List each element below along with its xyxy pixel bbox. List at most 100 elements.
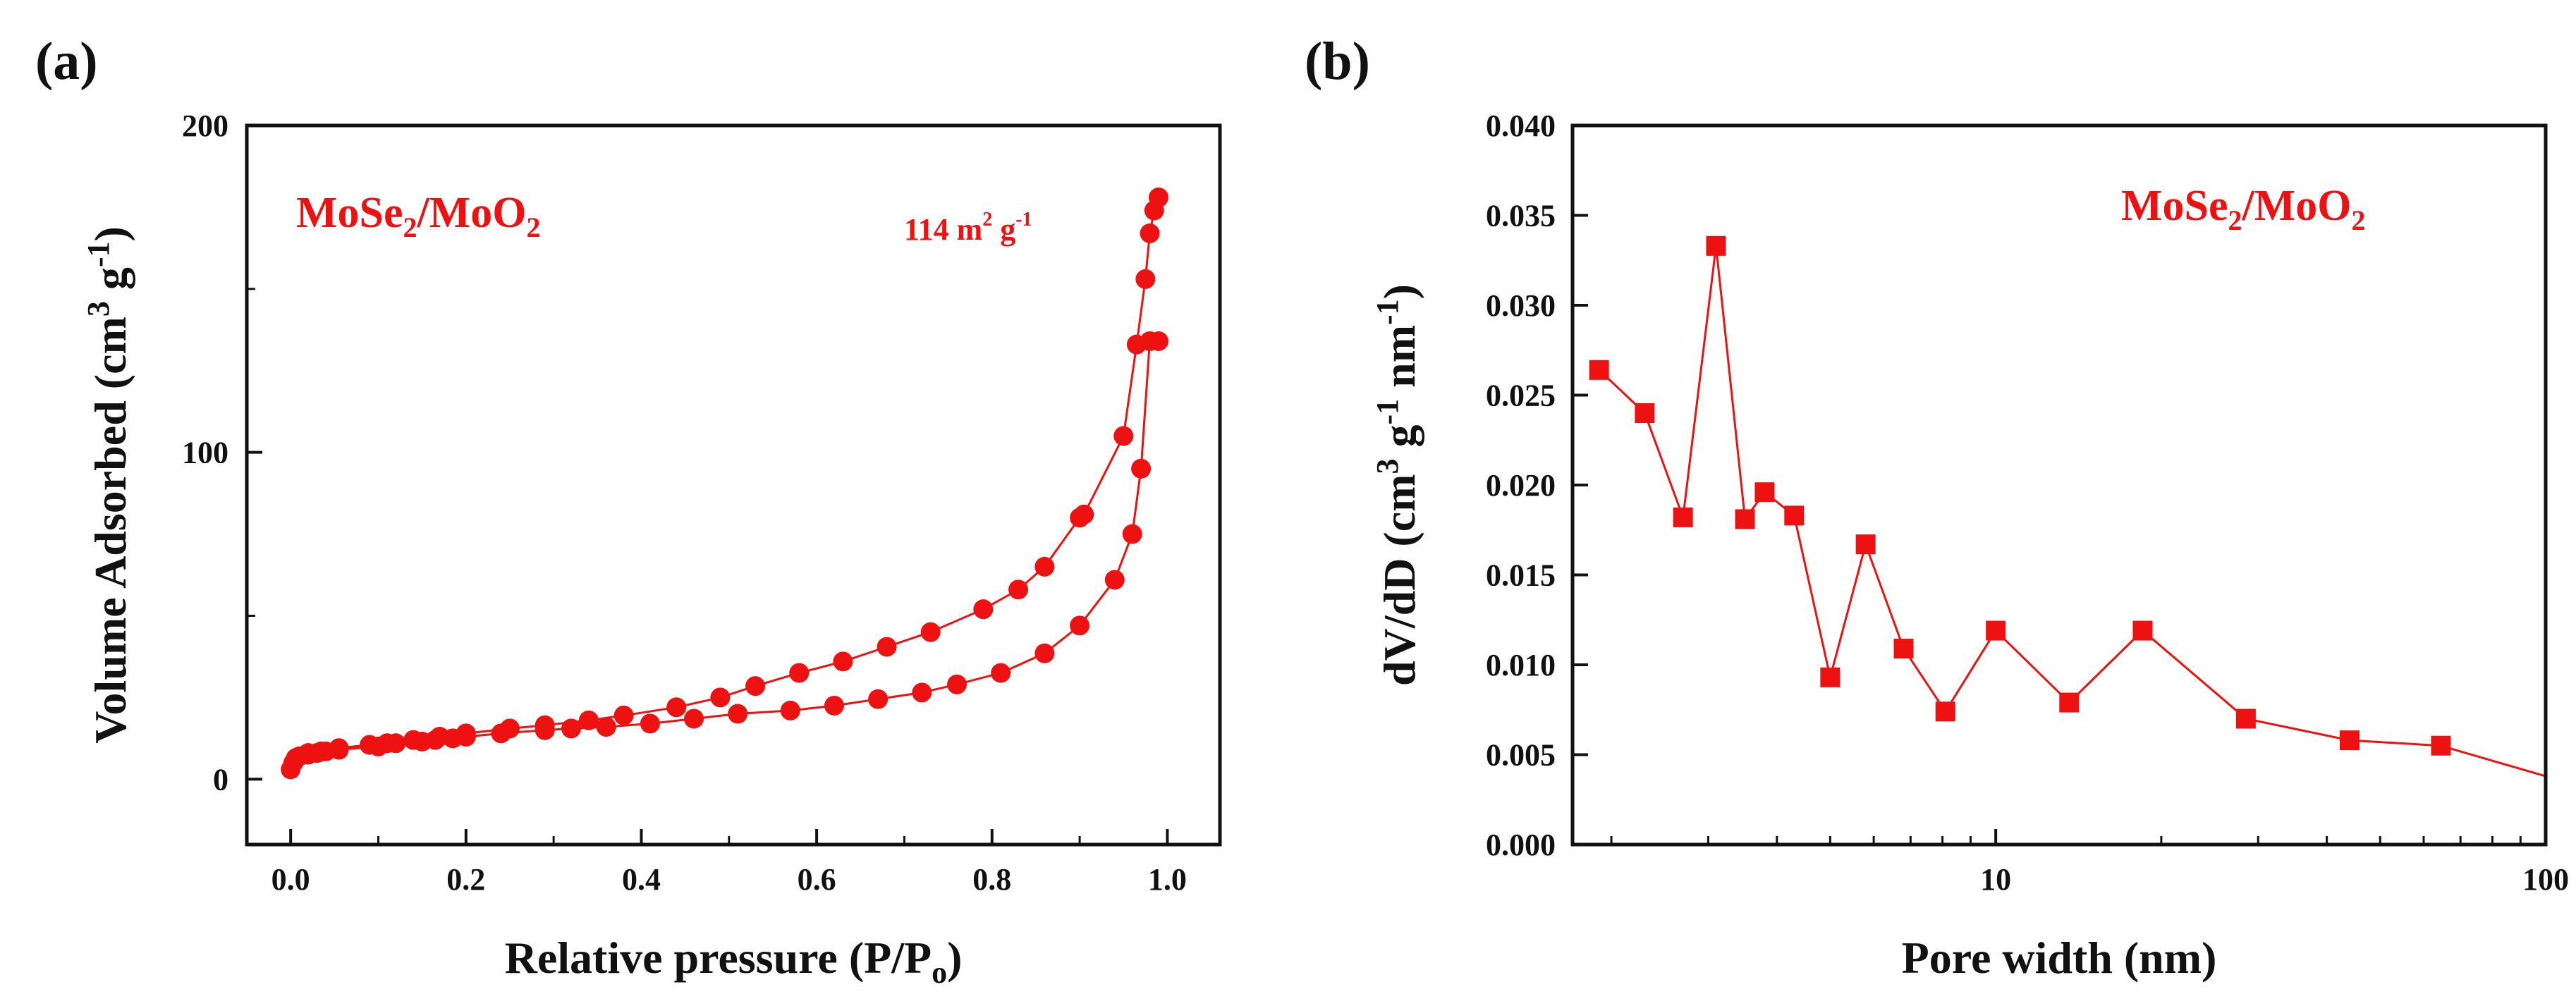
panel-a-series-1-point (877, 637, 897, 657)
panel-a-surface-area-annotation: 114 m2 g-1 (904, 209, 1032, 247)
panel-b-y-tick-label: 0.005 (1486, 738, 1556, 773)
panel-a-plot-frame (245, 123, 1222, 847)
panel-a-series-0-point (1122, 524, 1142, 544)
panel-b-x-tick-label: 100 (2522, 862, 2569, 897)
panel-a-data-marks (281, 188, 1168, 780)
panel-a-series-0-point (947, 674, 967, 694)
panel-b-y-tick-label: 0.015 (1486, 558, 1556, 593)
panel-a-series-1-point (360, 735, 380, 755)
panel-a-series-0-point (868, 689, 889, 709)
panel-a-series-1-point (920, 622, 941, 642)
panel-a-series-1-point (973, 599, 994, 620)
panel-a-x-tick-label: 0.0 (271, 862, 310, 897)
panel-a-series-1-point (298, 743, 319, 763)
panel-a-series-1-point (789, 663, 810, 683)
panel-a-series-1-point (499, 718, 520, 739)
panel-b-series-point (2235, 709, 2256, 729)
panel-b-series-point (1673, 507, 1693, 527)
panel-a-series-1-point (1144, 200, 1164, 221)
panel-a-axes: 0 100 200 0.0 0.2 0.4 0.6 0.8 1.0 (182, 109, 1187, 897)
panel-b-y-tick-label: 0.025 (1486, 379, 1556, 413)
panel-b-series-point (1735, 509, 1755, 529)
panel-a-series-1-point (1126, 334, 1147, 355)
panel-a-series-0-point (780, 700, 800, 720)
panel-b-label: (b) (1305, 32, 1370, 91)
panel-a-series-1-point (1140, 223, 1160, 243)
panel-b-y-tick-label: 0.010 (1486, 648, 1556, 682)
panel-a-series-1-point (614, 705, 634, 725)
panel-b-series-point (1855, 534, 1876, 555)
panel-b-data-marks (1589, 235, 2546, 778)
panel-a-series-1-point (1135, 269, 1156, 289)
panel-b-series-point (2431, 735, 2451, 756)
panel-b-series-point (1986, 620, 2006, 641)
panel-b-x-axis-title: Pore width (nm) (1902, 933, 2217, 983)
panel-b-series-point (1635, 403, 1655, 423)
panel-a-x-tick-label: 0.2 (446, 862, 485, 897)
panel-b-series-point (1706, 235, 1726, 256)
panel-a-series-0-point (912, 682, 932, 703)
panel-b-series-line (1598, 245, 2546, 778)
panel-b-axes: 0.000 0.005 0.010 0.015 0.020 0.025 0.030 0.035… (1486, 109, 2569, 897)
panel-a-series-1-point (710, 687, 731, 708)
panel-b-series-point (2339, 730, 2360, 751)
panel-a-y-tick-label: 100 (182, 436, 228, 470)
panel-b-series-point (1589, 360, 1609, 380)
panel-b: (b) 0.0000.0050.0100.0150.0200.0250.0300… (1305, 32, 2569, 983)
panel-a-series-0-point (824, 695, 844, 716)
panel-a-series-1-point (745, 676, 766, 697)
panel-a-series-1-point (1034, 556, 1055, 577)
panel-a-series-1-point (456, 723, 476, 744)
panel-a-series-1-point (578, 710, 599, 730)
panel-b-y-tick-label: 0.035 (1486, 199, 1556, 233)
panel-a-x-tick-label: 0.4 (622, 862, 661, 897)
panel-a-series-0-point (596, 717, 616, 737)
panel-a-series-1-point (535, 715, 555, 735)
panel-b-series-point (1820, 667, 1841, 687)
panel-a-series-0-point (1104, 570, 1125, 590)
panel-b-series-point (1935, 701, 1955, 722)
panel-a-series-1-point (1008, 579, 1029, 600)
panel-a-sample-label: MoSe2/MoO2 (296, 189, 541, 243)
panel-a-series-1-point (1070, 508, 1090, 528)
panel-b-series-point (2132, 620, 2153, 641)
panel-b-y-tick-label: 0.040 (1486, 109, 1556, 143)
panel-a-y-tick-label: 200 (182, 109, 228, 143)
panel-a-x-tick-label: 0.6 (798, 862, 836, 897)
panel-a-y-axis-title: Volume Adsorbed (cm3 g-1) (81, 226, 135, 744)
panel-b-y-axis-title: dV/dD (cm3 g-1 nm-1) (1370, 284, 1424, 686)
panel-b-y-tick-label: 0.030 (1486, 288, 1556, 323)
panel-b-series-point (1754, 482, 1775, 503)
panel-a-series-1-point (833, 651, 853, 672)
panel-a-series-1-point (377, 733, 397, 754)
panel-a-y-tick-label: 0 (213, 762, 228, 797)
panel-b-y-tick-label: 0.020 (1486, 468, 1556, 503)
panel-a-series-0-point (1034, 643, 1055, 663)
panel-b-series-point (1893, 639, 1914, 659)
panel-a-series-1-line (307, 197, 1160, 754)
panel-a-series-0-point (991, 663, 1011, 683)
panel-a-series-0-point (640, 713, 660, 734)
panel-a-series-0-point (728, 704, 748, 724)
panel-a-series-1-point (403, 730, 424, 750)
panel-a-x-tick-label: 1.0 (1148, 862, 1187, 897)
panel-a-series-0-point (1148, 331, 1168, 351)
panel-a-series-1-point (329, 738, 349, 759)
panel-b-y-tick-label: 0.000 (1486, 828, 1556, 862)
panel-a-series-0-point (1070, 615, 1090, 636)
panel-a-series-0-point (684, 709, 704, 729)
panel-a: (a) 0 100 200 0.0 0.2 0.4 0.6 0.8 1.0 MoSe2/MoO2… (35, 32, 1222, 990)
panel-a-series-1-point (1113, 426, 1134, 446)
panel-a-x-axis-title: Relative pressure (P/Po) (505, 933, 963, 990)
panel-a-x-tick-label: 0.8 (972, 862, 1011, 897)
panel-b-series-point (2059, 692, 2080, 713)
panel-b-sample-label: MoSe2/MoO2 (2121, 182, 2366, 236)
panel-a-series-1-point (666, 697, 687, 718)
panel-b-plot-frame (1570, 123, 2548, 847)
panel-a-label: (a) (35, 32, 98, 91)
panel-a-series-1-point (429, 727, 450, 747)
panel-b-x-tick-label: 10 (1980, 862, 2011, 897)
panel-b-series-point (1784, 505, 1805, 526)
panel-a-series-0-point (1131, 458, 1152, 479)
